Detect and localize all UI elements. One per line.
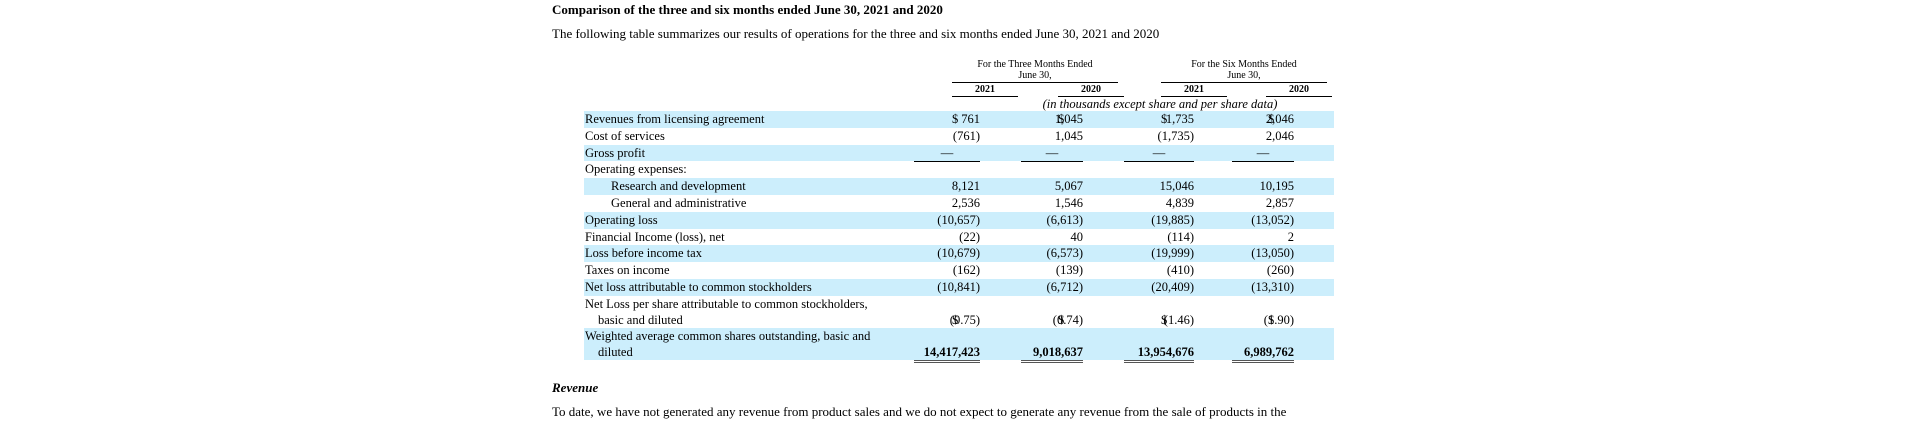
currency-symbol: $ [1161, 312, 1168, 327]
row-label: Gross profit [585, 145, 646, 160]
row-label: basic and diluted [598, 312, 683, 327]
cell-value: 1,546 [1021, 195, 1083, 213]
row-label: Net Loss per share attributable to commo… [585, 296, 868, 311]
three-months-header: For the Three Months Ended June 30, [952, 59, 1118, 83]
cell-value: — [1124, 145, 1194, 163]
section-heading: Comparison of the three and six months e… [552, 2, 943, 17]
cell-value: 2,536 [914, 195, 980, 213]
cell-value: (19,999) [1151, 246, 1194, 261]
cell-value: (10,679) [937, 246, 980, 261]
table-row: Operating loss (10,657) (6,613) (19,885)… [584, 211, 1334, 229]
cell-value: (0.75) [949, 312, 980, 327]
cell-value: (13,310) [1251, 279, 1294, 294]
row-label: Net loss attributable to common stockhol… [585, 279, 812, 294]
cell-value: 8,121 [951, 179, 980, 194]
cell-value: (114) [1124, 229, 1194, 247]
cell-value: 15,046 [1159, 179, 1194, 194]
table-row: Operating expenses: [584, 161, 1334, 178]
currency-symbol: $ [1058, 112, 1065, 126]
year-header: 2021 [952, 84, 1018, 97]
cell-value: (13,050) [1251, 246, 1294, 261]
cell-value: (6,712) [1046, 279, 1083, 294]
year-header: 2020 [1058, 84, 1124, 97]
cell-value: 40 [1021, 229, 1083, 247]
cell-value: (761) [914, 128, 980, 146]
cell-value: 1,735 [1165, 112, 1194, 126]
cell-value: 9,018,637 [1021, 344, 1083, 363]
table-row: Net Loss per share attributable to commo… [584, 296, 1334, 328]
cell-value: 10,195 [1259, 179, 1294, 194]
six-months-header: For the Six Months Ended June 30, [1161, 59, 1327, 83]
currency-symbol: $ [1268, 312, 1275, 327]
table-row: Taxes on income (162) (139) (410) (260) [584, 262, 1334, 280]
cell-value: (410) [1124, 262, 1194, 280]
row-label: Operating loss [585, 212, 658, 227]
table-row: Weighted average common shares outstandi… [584, 327, 1334, 363]
cell-value: 2,046 [1265, 112, 1294, 126]
year-header: 2020 [1266, 84, 1332, 97]
results-table: Revenues from licensing agreement $ 761 … [584, 111, 1334, 363]
cell-value: (260) [1232, 262, 1294, 280]
table-row: Revenues from licensing agreement $ 761 … [584, 111, 1334, 128]
row-label: Taxes on income [585, 263, 670, 278]
cell-value: 6,989,762 [1232, 344, 1294, 363]
row-label: Weighted average common shares outstandi… [585, 328, 871, 343]
cell-value: 2,046 [1232, 128, 1294, 146]
revenue-subheading: Revenue [552, 380, 599, 395]
row-label: Revenues from licensing agreement [585, 112, 765, 126]
revenue-paragraph: To date, we have not generated any reven… [552, 404, 1287, 419]
row-label: Loss before income tax [585, 246, 702, 261]
row-label: General and administrative [611, 195, 747, 210]
currency-symbol: $ [1268, 112, 1275, 126]
cell-value: 1,045 [1021, 128, 1083, 146]
row-label: Cost of services [585, 128, 665, 143]
currency-symbol: $ [952, 112, 959, 126]
cell-value: 2,857 [1232, 195, 1294, 213]
intro-text: The following table summarizes our resul… [552, 26, 1160, 41]
cell-value: (1.46) [1163, 312, 1194, 327]
currency-symbol: $ [1161, 112, 1168, 126]
cell-value: (139) [1021, 262, 1083, 280]
cell-value: (1,735) [1124, 128, 1194, 146]
cell-value: (19,885) [1151, 212, 1194, 227]
cell-value: 4,839 [1124, 195, 1194, 213]
cell-value: 5,067 [1054, 179, 1083, 194]
table-row: Net loss attributable to common stockhol… [584, 278, 1334, 296]
cell-value: (0.74) [1052, 312, 1083, 327]
year-header: 2021 [1161, 84, 1227, 97]
units-note: (in thousands except share and per share… [1042, 97, 1278, 111]
row-label: Financial Income (loss), net [585, 229, 725, 244]
table-row: General and administrative 2,536 1,546 4… [584, 195, 1334, 213]
table-row: Loss before income tax (10,679) (6,573) … [584, 245, 1334, 263]
table-row: Cost of services (761) 1,045 (1,735) 2,0… [584, 128, 1334, 146]
cell-value: 13,954,676 [1124, 344, 1194, 363]
cell-value: 2 [1232, 229, 1294, 247]
row-label: Operating expenses: [585, 162, 687, 177]
table-row: Financial Income (loss), net (22) 40 (11… [584, 229, 1334, 247]
table-row: Gross profit — — — — [584, 144, 1334, 163]
cell-value: (13,052) [1251, 212, 1294, 227]
cell-value: (6,613) [1046, 212, 1083, 227]
table-row: Research and development 8,121 5,067 15,… [584, 178, 1334, 195]
currency-symbol: $ [952, 312, 959, 327]
cell-value: (20,409) [1151, 279, 1194, 294]
cell-value: 14,417,423 [914, 344, 980, 363]
cell-value: — [914, 145, 980, 163]
cell-value: (1.90) [1263, 312, 1294, 327]
row-label: diluted [598, 344, 633, 359]
cell-value: (6,573) [1046, 246, 1083, 261]
cell-value: 1,045 [1054, 112, 1083, 126]
currency-symbol: $ [1058, 312, 1065, 327]
cell-value: (10,841) [937, 279, 980, 294]
cell-value: — [1232, 145, 1294, 163]
cell-value: — [1021, 145, 1083, 163]
cell-value: (162) [914, 262, 980, 280]
cell-value: (10,657) [937, 212, 980, 227]
row-label: Research and development [611, 179, 746, 194]
cell-value: (22) [914, 229, 980, 247]
cell-value: 761 [961, 112, 980, 126]
